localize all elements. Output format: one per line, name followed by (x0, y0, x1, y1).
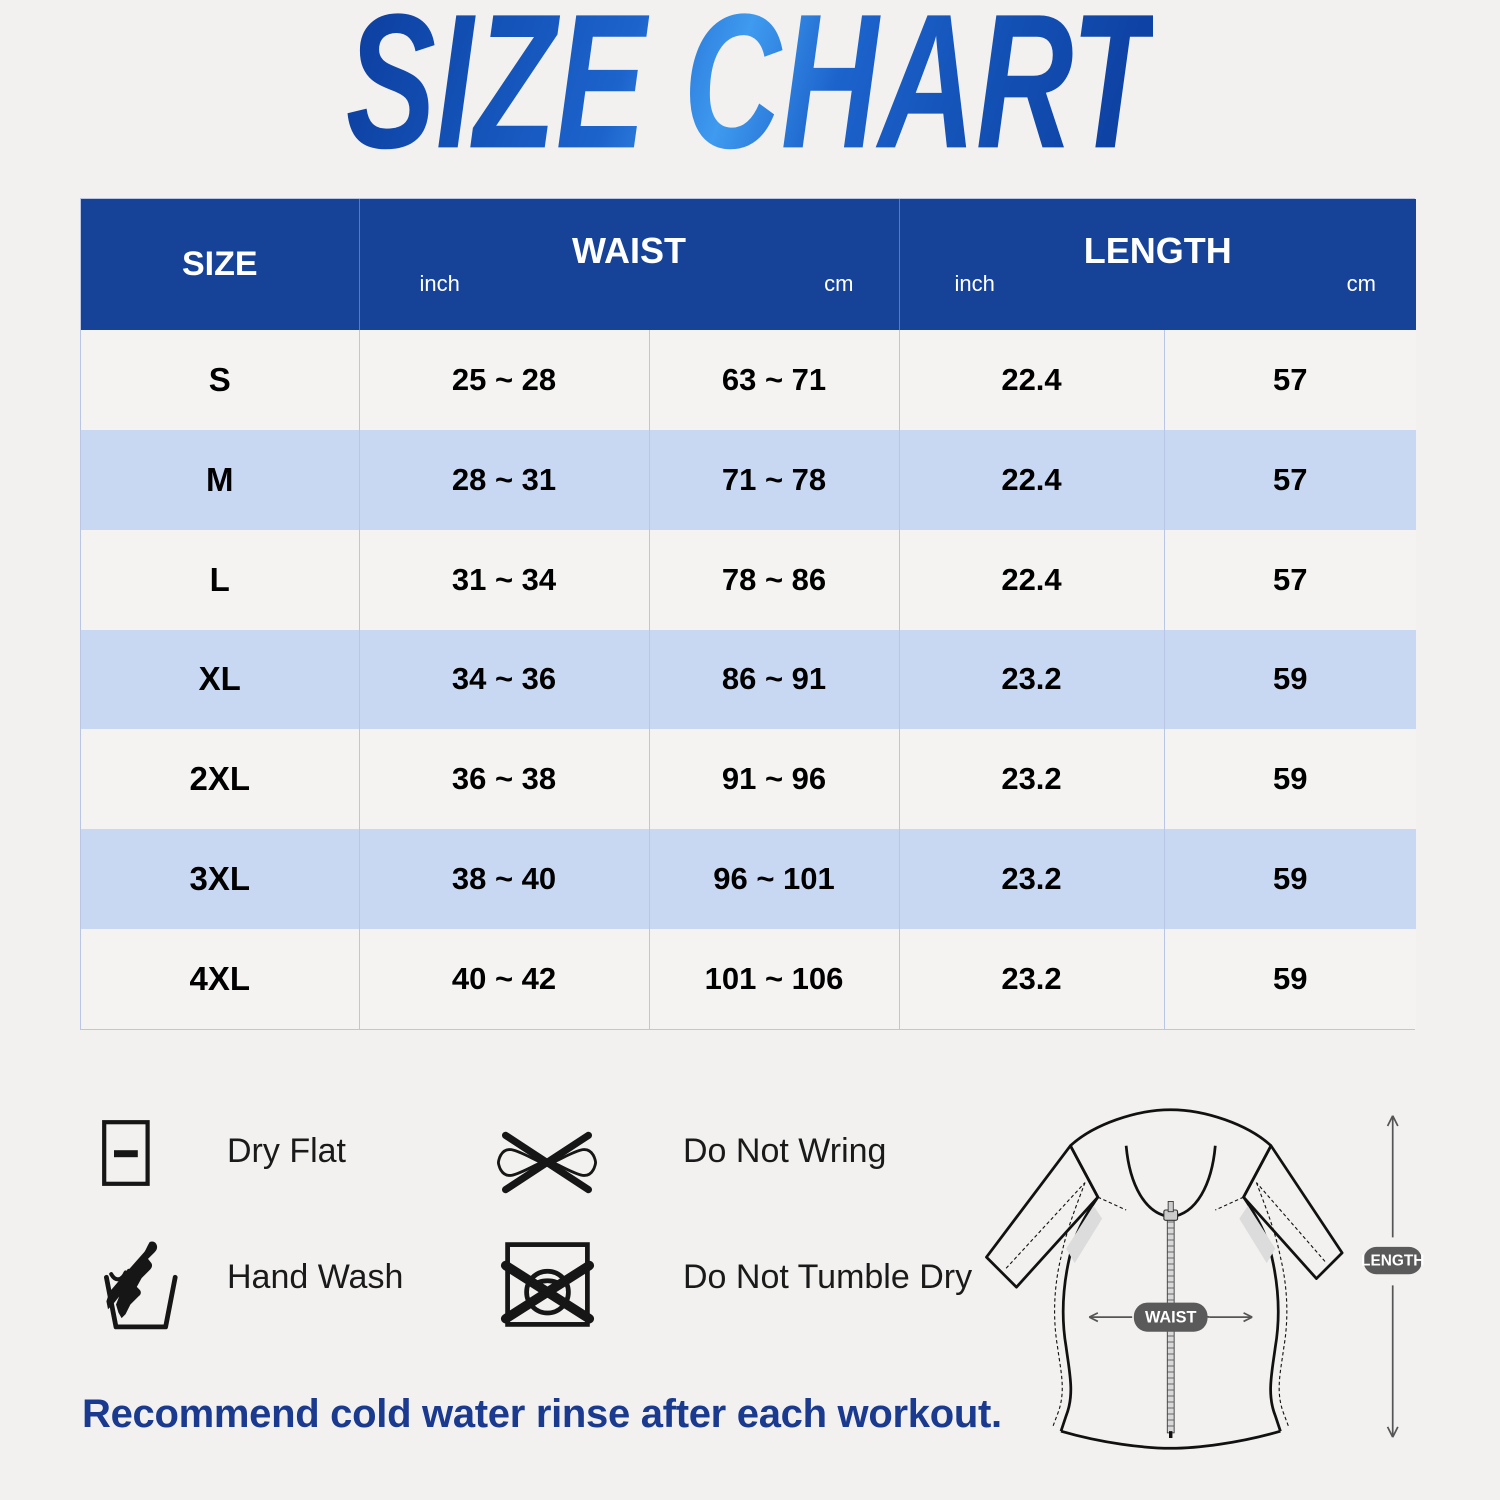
svg-text:WAIST: WAIST (1145, 1308, 1197, 1326)
svg-text:LENGTH: LENGTH (1361, 1253, 1424, 1270)
